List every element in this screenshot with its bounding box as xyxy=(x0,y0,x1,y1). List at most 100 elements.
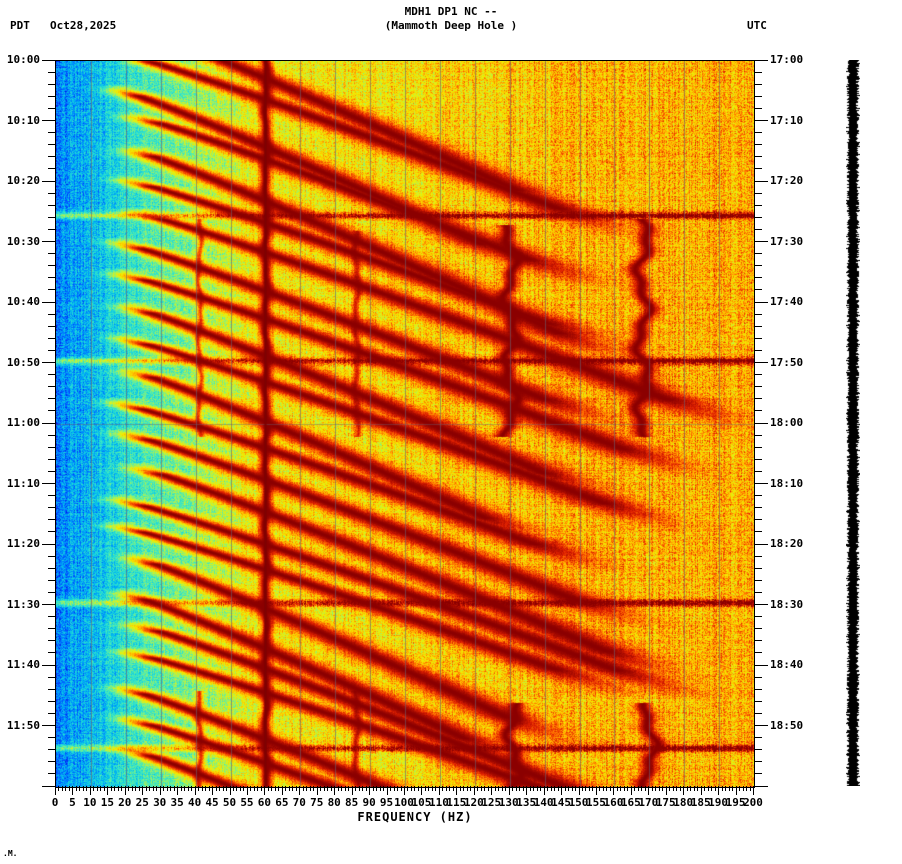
freq-tick-label: 50 xyxy=(222,796,237,809)
freq-tick-major xyxy=(718,786,719,795)
axis-tick-minor xyxy=(48,495,55,497)
freq-tick-minor xyxy=(627,786,628,791)
axis-tick-minor xyxy=(48,156,55,158)
axis-tick-major xyxy=(755,543,768,545)
spectrogram-canvas xyxy=(56,61,754,787)
freq-tick-label: 135 xyxy=(516,796,537,809)
freq-tick-minor xyxy=(537,786,538,791)
right-time-axis-utc: 17:00 17:10 17:20 17:30 17:40 17:50 18:00 18:10… xyxy=(754,53,902,795)
freq-tick-minor xyxy=(216,786,217,791)
header: PDT Oct28,2025 MDH1 DP1 NC -- (Mammoth D… xyxy=(0,0,902,52)
axis-tick-major xyxy=(42,362,55,363)
freq-tick-label: 80 xyxy=(327,796,341,809)
freq-tick-label: 160 xyxy=(603,796,624,809)
axis-tick-major xyxy=(755,180,768,182)
freq-tick-label: 105 xyxy=(411,796,432,809)
freq-tick-minor xyxy=(219,786,220,791)
axis-tick-minor xyxy=(48,228,55,230)
freq-tick-label: 45 xyxy=(205,796,219,809)
freq-tick-minor xyxy=(132,786,133,791)
freq-tick-minor xyxy=(708,786,709,791)
axis-tick-minor xyxy=(755,470,762,472)
axis-tick-minor xyxy=(755,773,762,775)
axis-tick-minor xyxy=(48,749,55,751)
freq-tick-minor xyxy=(285,786,286,791)
freq-tick-minor xyxy=(617,786,618,791)
freq-tick-major xyxy=(561,786,562,795)
freq-tick-minor xyxy=(313,786,314,791)
left-time-axis-pdt: 10:00 10:10 10:20 10:30 10:40 10:50 11:00 11:10… xyxy=(0,54,56,795)
freq-tick-label: 190 xyxy=(708,796,729,809)
axis-tick-minor xyxy=(48,192,55,194)
axis-tick-minor xyxy=(755,712,762,714)
freq-tick-major xyxy=(736,786,737,795)
freq-tick-minor xyxy=(488,786,489,791)
header-timezone-right: UTC xyxy=(747,19,767,32)
axis-tick-major xyxy=(755,604,768,605)
freq-tick-minor xyxy=(174,786,175,791)
freq-tick-minor xyxy=(519,786,520,791)
freq-tick-major xyxy=(107,786,108,795)
pdt-tick-label: 11:50 xyxy=(6,718,40,732)
freq-tick-label: 15 xyxy=(100,796,114,809)
utc-tick-label: 17:40 xyxy=(770,295,804,308)
freq-tick-major xyxy=(404,786,405,795)
freq-tick-minor xyxy=(306,786,307,791)
freq-tick-minor xyxy=(659,786,660,791)
freq-tick-minor xyxy=(331,786,332,791)
freq-tick-minor xyxy=(69,786,70,791)
axis-tick-minor xyxy=(48,434,55,436)
freq-tick-minor xyxy=(184,786,185,791)
freq-tick-minor xyxy=(188,786,189,791)
axis-tick-minor xyxy=(755,749,762,751)
freq-tick-minor xyxy=(278,786,279,791)
frequency-axis-title: FREQUENCY (HZ) xyxy=(357,810,473,824)
freq-tick-major xyxy=(648,786,649,795)
freq-tick-minor xyxy=(575,786,576,791)
axis-tick-minor xyxy=(755,192,762,194)
axis-tick-minor xyxy=(755,495,762,497)
freq-tick-minor xyxy=(655,786,656,791)
freq-tick-minor xyxy=(296,786,297,791)
axis-tick-major xyxy=(42,785,55,787)
axis-tick-major xyxy=(42,543,55,545)
axis-tick-minor xyxy=(755,228,762,230)
axis-tick-minor xyxy=(48,398,55,400)
freq-tick-minor xyxy=(669,786,670,791)
freq-tick-minor xyxy=(603,786,604,791)
freq-tick-minor xyxy=(135,786,136,791)
freq-tick-minor xyxy=(470,786,471,791)
axis-tick-major xyxy=(755,422,768,424)
freq-tick-minor xyxy=(240,786,241,791)
axis-tick-minor xyxy=(755,168,762,170)
freq-tick-minor xyxy=(289,786,290,791)
freq-tick-major xyxy=(177,786,178,795)
axis-tick-minor xyxy=(755,95,762,97)
axis-tick-minor xyxy=(48,652,55,654)
freq-tick-label: 170 xyxy=(638,796,659,809)
freq-tick-minor xyxy=(257,786,258,791)
axis-tick-minor xyxy=(755,132,762,134)
axis-tick-minor xyxy=(48,83,55,85)
axis-tick-minor xyxy=(755,519,762,521)
freq-tick-minor xyxy=(156,786,157,791)
axis-tick-minor xyxy=(755,337,762,339)
freq-tick-major xyxy=(142,786,143,795)
freq-tick-minor xyxy=(530,786,531,791)
freq-tick-major xyxy=(544,786,545,795)
freq-tick-minor xyxy=(366,786,367,791)
utc-tick-label: 18:30 xyxy=(770,597,804,611)
freq-tick-label: 25 xyxy=(135,796,149,809)
axis-tick-major xyxy=(42,483,55,484)
axis-tick-minor xyxy=(48,265,55,267)
axis-tick-minor xyxy=(755,398,762,400)
freq-tick-major xyxy=(282,786,283,795)
axis-tick-major xyxy=(755,483,768,484)
freq-tick-label: 5 xyxy=(69,796,76,809)
utc-tick-label: 17:30 xyxy=(770,234,804,248)
freq-tick-label: 175 xyxy=(655,796,676,809)
freq-tick-minor xyxy=(743,786,744,791)
utc-tick-label: 17:00 xyxy=(770,53,804,66)
freq-tick-label: 145 xyxy=(551,796,571,809)
axis-tick-minor xyxy=(48,688,55,690)
